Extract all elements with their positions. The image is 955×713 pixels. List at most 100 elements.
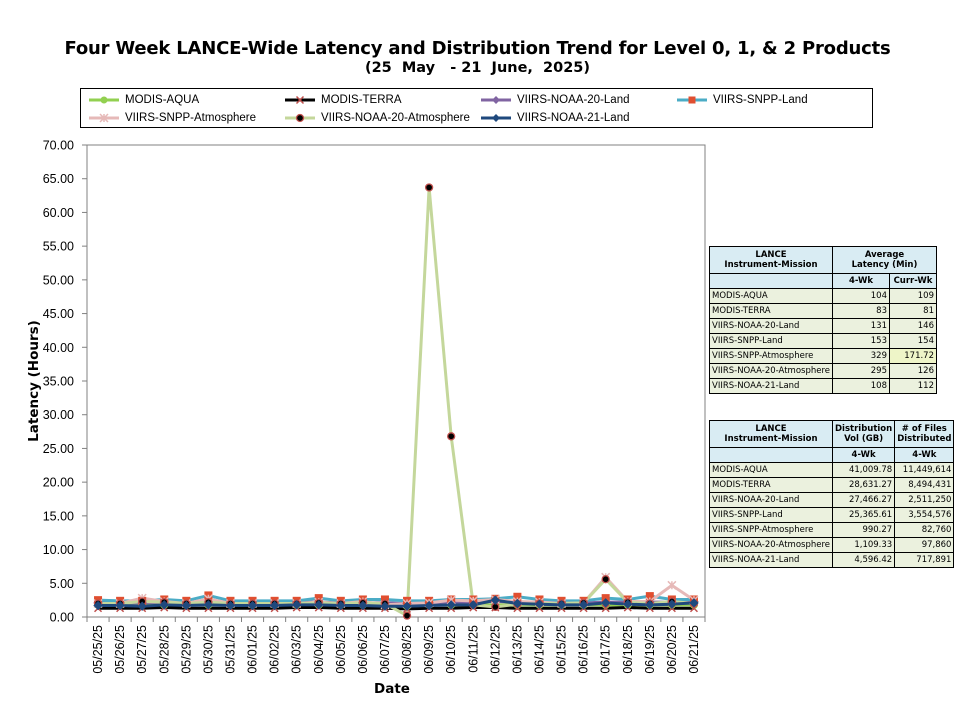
distribution-table-row-value-b: 2,511,250 xyxy=(894,492,955,508)
latency-table-row-value-a: 104 xyxy=(832,288,890,304)
distribution-table-header-files: # of Files Distributed xyxy=(894,420,955,448)
distribution-table-row-name: VIIRS-SNPP-Land xyxy=(709,507,833,523)
x-tick-label: 05/30/25 xyxy=(201,625,215,674)
y-tick-label: 5.00 xyxy=(50,577,74,591)
distribution-table-row: VIIRS-NOAA-20-Land 27,466.27 2,511,250 xyxy=(709,492,955,508)
legend-swatch xyxy=(89,113,119,123)
x-tick-label: 06/11/25 xyxy=(466,625,480,673)
latency-table-subheader-4wk: 4-Wk xyxy=(832,273,890,289)
distribution-table-row-value-b: 8,494,431 xyxy=(894,477,955,493)
data-point xyxy=(402,611,412,620)
distribution-table-row-name: VIIRS-NOAA-20-Atmosphere xyxy=(709,537,833,553)
latency-table-row-value-a: 329 xyxy=(832,348,890,364)
x-tick-label: 05/31/25 xyxy=(223,625,237,674)
data-point xyxy=(181,600,192,611)
x-tick-label: 06/13/25 xyxy=(510,625,524,674)
x-tick-label: 06/05/25 xyxy=(334,625,348,674)
latency-table-subheader-blank xyxy=(709,273,833,289)
x-tick-label: 06/04/25 xyxy=(312,625,326,674)
data-point xyxy=(358,600,368,611)
y-tick-label: 50.00 xyxy=(43,273,74,287)
latency-table-row: VIIRS-NOAA-20-Atmosphere 295 126 xyxy=(709,363,937,379)
x-tick-label: 06/06/25 xyxy=(356,625,370,674)
y-tick-label: 15.00 xyxy=(43,509,74,523)
data-point xyxy=(137,601,147,611)
x-tick-label: 05/26/25 xyxy=(113,625,127,674)
latency-table-row-value-a: 131 xyxy=(832,318,890,334)
x-tick-label: 06/14/25 xyxy=(532,625,546,674)
data-point xyxy=(667,599,677,609)
data-point xyxy=(601,604,610,613)
data-point xyxy=(93,600,103,611)
x-tick-label: 06/17/25 xyxy=(599,625,613,674)
data-point xyxy=(601,575,610,584)
data-point xyxy=(645,600,655,610)
legend-swatch xyxy=(677,96,707,104)
latency-table-row-name: VIIRS-SNPP-Land xyxy=(709,333,833,349)
legend-label: VIIRS-NOAA-20-Land xyxy=(517,94,630,106)
y-tick-label: 25.00 xyxy=(43,442,74,456)
x-axis-title: Date xyxy=(374,681,410,697)
latency-table-row-name: VIIRS-NOAA-20-Atmosphere xyxy=(709,363,833,379)
data-point xyxy=(578,600,589,610)
latency-table-row-name: VIIRS-SNPP-Atmosphere xyxy=(709,348,833,364)
latency-table-subheader-currwk: Curr-Wk xyxy=(889,273,937,289)
latency-table-row: VIIRS-SNPP-Land 153 154 xyxy=(709,333,937,349)
latency-table-row-value-b: 112 xyxy=(889,378,937,394)
data-point xyxy=(336,600,346,611)
plot-area xyxy=(86,144,706,618)
distribution-table-row-name: VIIRS-NOAA-20-Land xyxy=(709,492,833,508)
x-tick-label: 06/03/25 xyxy=(290,625,304,674)
data-point xyxy=(380,601,390,611)
y-tick-label: 55.00 xyxy=(43,240,74,254)
x-tick-label: 05/27/25 xyxy=(135,625,149,674)
legend-label: MODIS-TERRA xyxy=(321,94,402,106)
legend-label: MODIS-AQUA xyxy=(125,94,200,106)
legend-label: VIIRS-NOAA-20-Atmosphere xyxy=(321,112,470,124)
data-point xyxy=(667,580,677,590)
latency-table-row-name: VIIRS-NOAA-21-Land xyxy=(709,378,833,394)
legend-label: VIIRS-NOAA-21-Land xyxy=(517,112,630,124)
data-point xyxy=(689,598,699,608)
latency-table-row: MODIS-AQUA 104 109 xyxy=(709,288,937,304)
legend-swatch xyxy=(481,114,511,122)
distribution-table-row-value-b: 3,554,576 xyxy=(894,507,955,523)
distribution-table-row-value-b: 97,860 xyxy=(894,537,955,553)
latency-table-row: MODIS-TERRA 83 81 xyxy=(709,303,937,319)
latency-table-row-value-b: 109 xyxy=(889,288,937,304)
x-tick-label: 06/15/25 xyxy=(555,625,569,674)
latency-table-row-name: MODIS-AQUA xyxy=(709,288,833,304)
series-line-viirs-snpp-land xyxy=(97,593,694,603)
data-point xyxy=(490,595,501,605)
x-tick-label: 06/20/25 xyxy=(665,625,679,674)
data-point xyxy=(291,600,302,610)
y-tick-label: 10.00 xyxy=(43,543,74,557)
data-point xyxy=(623,599,633,609)
x-tick-label: 06/01/25 xyxy=(246,625,260,674)
distribution-table-row-value-a: 25,365.61 xyxy=(831,507,896,523)
x-tick-label: 06/08/25 xyxy=(400,625,414,674)
distribution-table-row-name: VIIRS-NOAA-21-Land xyxy=(709,552,833,568)
latency-table-row-value-a: 108 xyxy=(832,378,890,394)
x-tick-label: 06/10/25 xyxy=(444,625,458,674)
y-tick-label: 35.00 xyxy=(43,375,74,389)
latency-table-row-value-b: 171.72 xyxy=(889,348,937,364)
x-tick-label: 06/18/25 xyxy=(621,625,635,674)
latency-table-row: VIIRS-NOAA-21-Land 108 112 xyxy=(709,378,937,394)
y-tick-label: 40.00 xyxy=(43,341,74,355)
distribution-table-row-value-a: 41,009.78 xyxy=(831,462,896,478)
y-axis-title: Latency (Hours) xyxy=(26,320,42,442)
distribution-table-row-name: MODIS-AQUA xyxy=(709,462,833,478)
data-point xyxy=(269,600,280,611)
y-tick-label: 65.00 xyxy=(43,172,74,186)
data-point xyxy=(314,600,324,610)
x-tick-label: 06/21/25 xyxy=(687,625,701,674)
data-point xyxy=(203,600,214,610)
data-point xyxy=(534,599,545,609)
distribution-table-subheader-files: 4-Wk xyxy=(894,447,955,463)
data-point xyxy=(247,600,258,611)
distribution-table-row-value-a: 27,466.27 xyxy=(831,492,896,508)
data-point xyxy=(424,600,434,611)
latency-table: LANCE Instrument-Mission Average Latency… xyxy=(709,246,937,394)
distribution-table-row-name: MODIS-TERRA xyxy=(709,477,833,493)
